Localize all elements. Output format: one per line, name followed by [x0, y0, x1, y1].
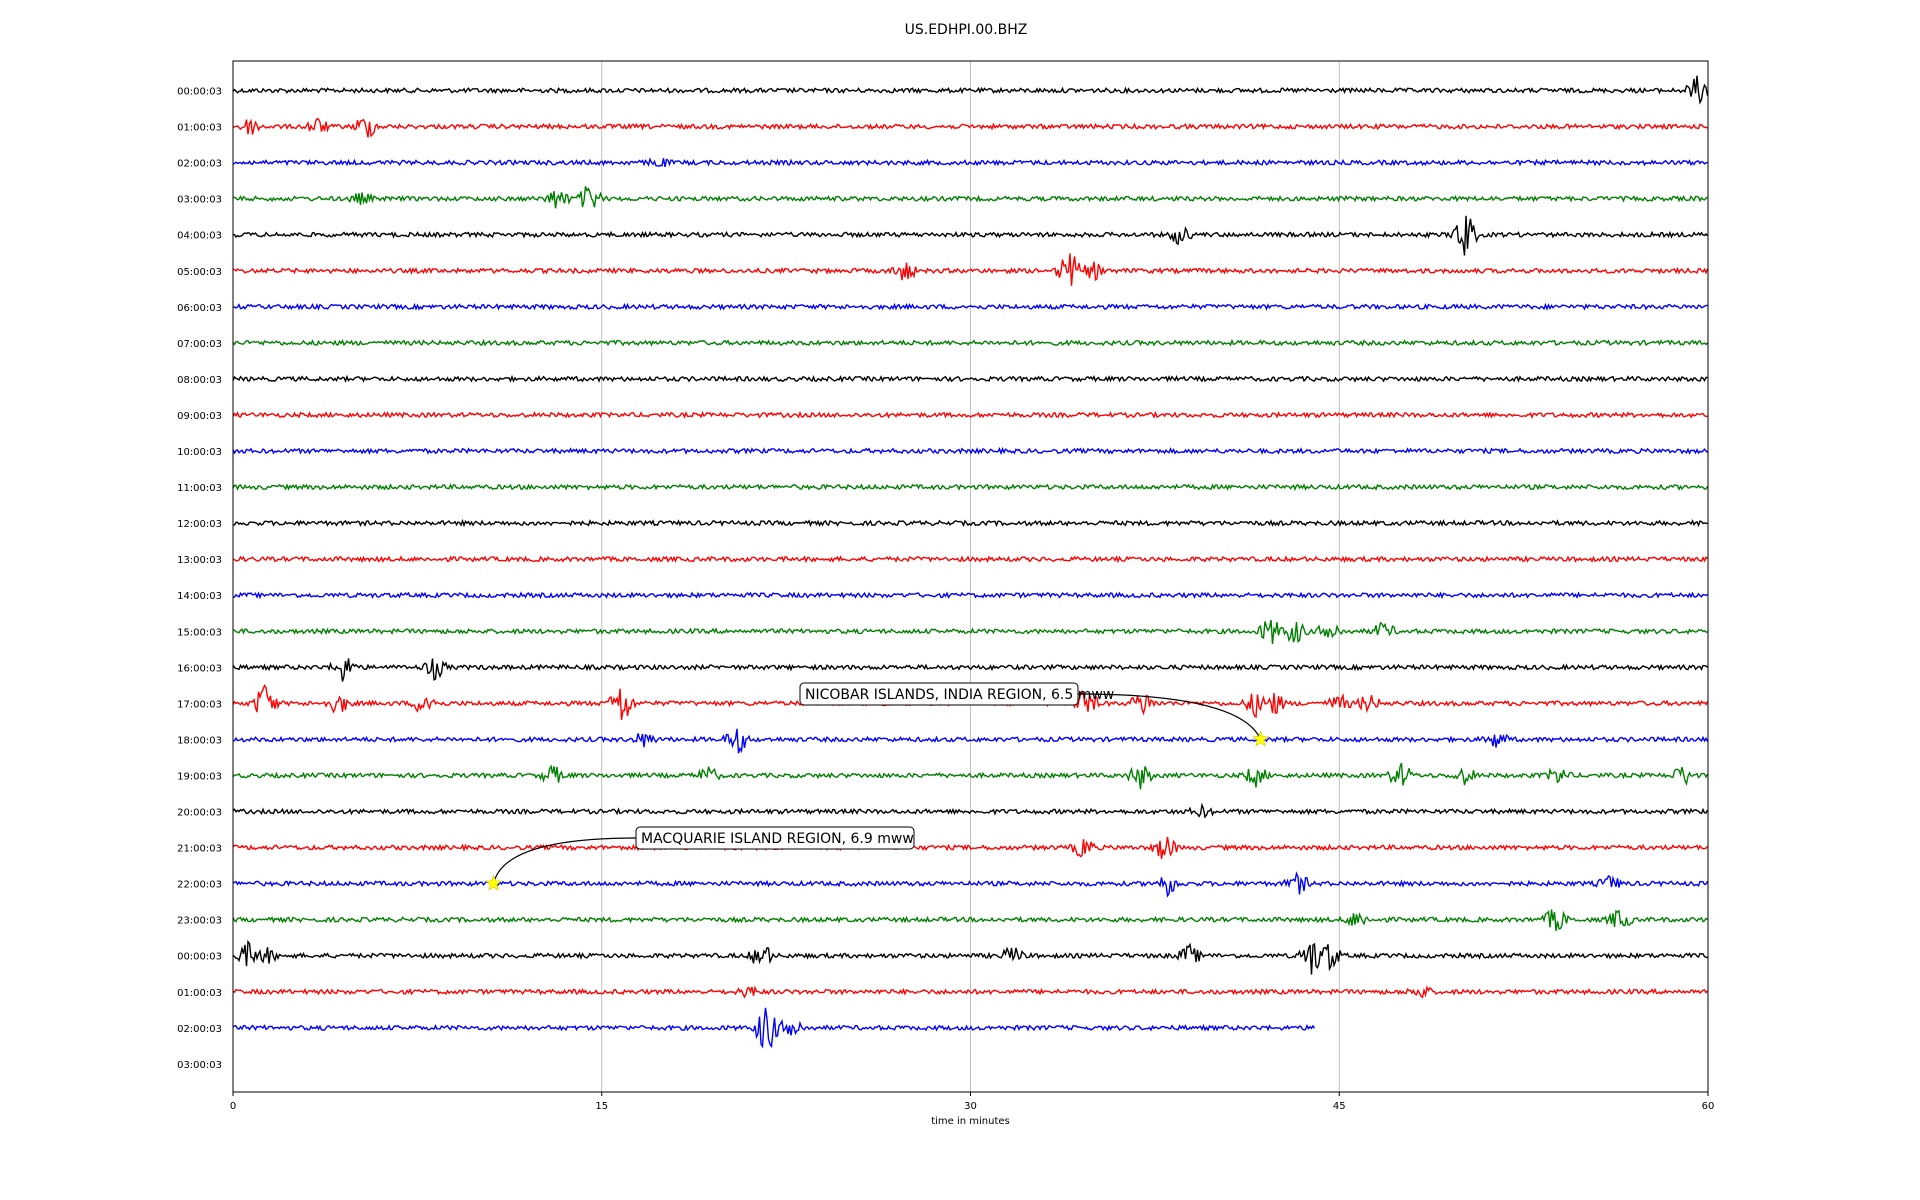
- seismic-trace: [232, 554, 1708, 564]
- x-axis-label: time in minutes: [931, 1116, 1010, 1127]
- seismic-trace: [232, 215, 1709, 256]
- annotation-box: [799, 682, 1079, 706]
- row-time-label: 23:00:03: [177, 916, 222, 927]
- seismic-trace: [232, 186, 1708, 209]
- annotation-label: NICOBAR ISLANDS, INDIA REGION, 6.5 mww: [805, 687, 1114, 703]
- row-time-label: 16:00:03: [177, 663, 222, 674]
- row-time-label: 17:00:03: [177, 699, 222, 710]
- event-star-marker: [485, 874, 502, 891]
- annotation-box: [635, 826, 915, 850]
- row-time-label: 01:00:03: [177, 123, 222, 134]
- x-tick-label: 45: [1333, 1101, 1346, 1112]
- row-time-label: 05:00:03: [177, 267, 222, 278]
- seismic-trace: [232, 75, 1709, 105]
- row-time-label: 13:00:03: [177, 555, 222, 566]
- seismic-trace: [232, 1007, 1316, 1049]
- row-time-label: 11:00:03: [177, 483, 222, 494]
- seismic-trace: [232, 802, 1709, 819]
- grid-lines: [601, 61, 1340, 1092]
- row-time-label: 10:00:03: [177, 447, 222, 458]
- x-axis-ticks: 0 15 30 45 60: [230, 1092, 1715, 1112]
- row-time-label: 00:00:03: [177, 952, 222, 963]
- seismic-trace: [232, 939, 1708, 975]
- seismic-trace: [232, 985, 1709, 999]
- seismic-trace: [232, 518, 1708, 528]
- row-time-label: 19:00:03: [177, 771, 222, 782]
- row-time-label: 03:00:03: [177, 195, 222, 206]
- row-time-label: 07:00:03: [177, 339, 222, 350]
- seismic-trace: [232, 871, 1709, 898]
- row-time-label: 02:00:03: [177, 159, 222, 170]
- row-time-label: 03:00:03: [177, 1060, 222, 1071]
- seismic-trace: [233, 728, 1709, 754]
- row-time-label: 06:00:03: [177, 303, 222, 314]
- annotation-label: MACQUARIE ISLAND REGION, 6.9 mww: [641, 831, 914, 847]
- row-time-label: 01:00:03: [177, 988, 222, 999]
- seismic-trace: [232, 909, 1708, 932]
- chart-title: US.EDHPI.00.BHZ: [905, 22, 1028, 38]
- row-time-label: 04:00:03: [177, 231, 222, 242]
- row-time-label: 15:00:03: [177, 627, 222, 638]
- row-time-label: 02:00:03: [177, 1024, 222, 1035]
- row-time-label: 22:00:03: [177, 880, 222, 891]
- row-time-label: 00:00:03: [177, 87, 222, 98]
- seismic-trace: [232, 157, 1708, 168]
- seismic-trace: [232, 591, 1708, 600]
- seismic-trace: [232, 619, 1708, 645]
- row-time-label: 14:00:03: [177, 591, 222, 602]
- seismic-trace: [232, 302, 1708, 311]
- seismic-trace: [232, 658, 1708, 682]
- seismic-trace: [232, 446, 1709, 456]
- row-time-label: 21:00:03: [177, 844, 222, 855]
- seismic-trace: [232, 410, 1708, 419]
- row-time-label: 09:00:03: [177, 411, 222, 422]
- row-time-label: 08:00:03: [177, 375, 222, 386]
- row-time-labels: 00:00:03 01:00:03 02:00:03 03:00:03 04:00:03…: [177, 87, 222, 1071]
- seismic-trace: [232, 762, 1709, 790]
- row-time-label: 20:00:03: [177, 808, 222, 819]
- event-annotations: NICOBAR ISLANDS, INDIA REGION, 6.5 mww MA…: [485, 682, 1269, 891]
- row-time-label: 12:00:03: [177, 519, 222, 530]
- seismic-trace: [232, 374, 1708, 384]
- trace-group: [232, 75, 1709, 1049]
- x-tick-label: 30: [964, 1101, 977, 1112]
- annotation-leader: [1077, 693, 1262, 740]
- annotation-leader: [492, 837, 637, 884]
- seismic-trace: [232, 338, 1709, 347]
- seismic-trace: [232, 117, 1708, 138]
- row-time-label: 18:00:03: [177, 735, 222, 746]
- seismic-trace: [232, 836, 1709, 860]
- seismic-trace: [232, 253, 1709, 286]
- x-tick-label: 60: [1702, 1101, 1715, 1112]
- event-star-marker: [1252, 730, 1269, 747]
- seismic-trace: [232, 483, 1709, 492]
- x-tick-label: 0: [230, 1101, 236, 1112]
- x-tick-label: 15: [595, 1101, 608, 1112]
